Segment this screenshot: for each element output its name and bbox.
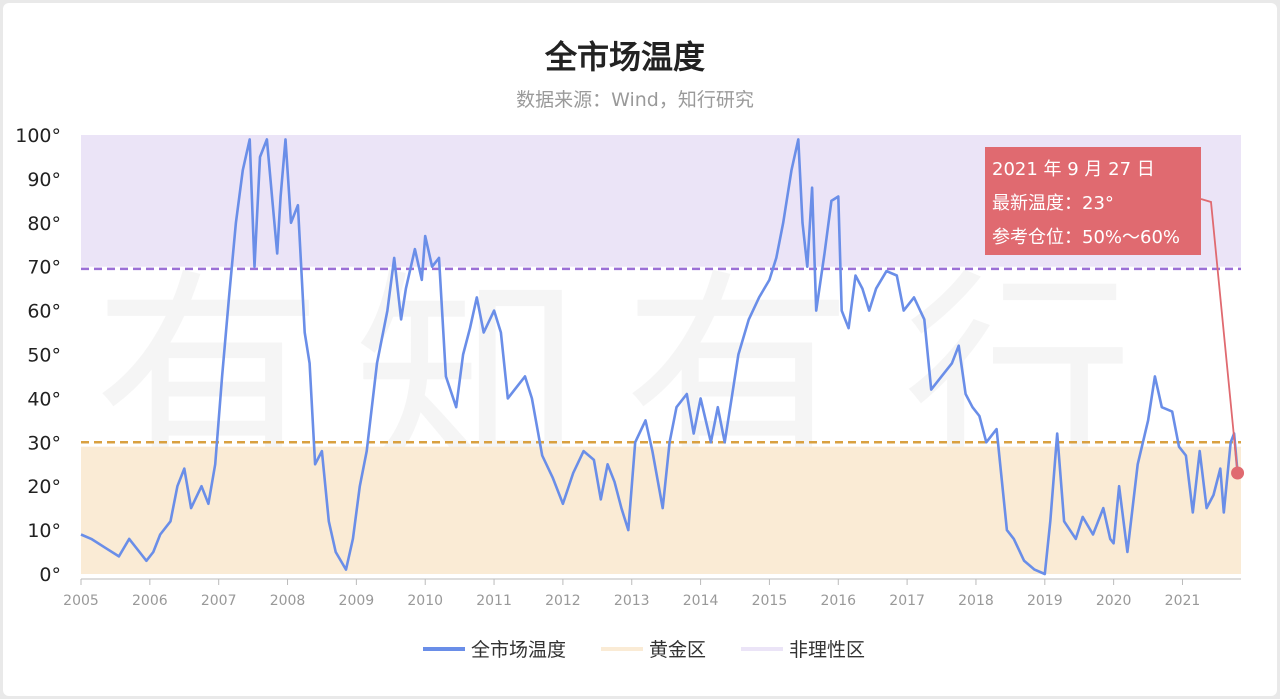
y-tick-label: 70° — [27, 257, 61, 279]
y-tick-label: 90° — [27, 169, 61, 191]
annotation-marker — [1231, 466, 1245, 480]
y-tick-label: 100° — [15, 125, 61, 147]
x-tick-label: 2006 — [132, 593, 168, 609]
annotation-line-1: 2021 年 9 月 27 日 — [992, 159, 1155, 180]
x-tick-label: 2018 — [958, 593, 994, 609]
annotation-box — [985, 147, 1201, 255]
y-tick-label: 40° — [27, 388, 61, 410]
y-tick-label: 0° — [39, 564, 61, 586]
x-tick-label: 2011 — [476, 593, 512, 609]
legend: 全市场温度 黄金区 非理性区 — [423, 639, 865, 661]
y-tick-label: 10° — [27, 520, 61, 542]
y-tick-label: 20° — [27, 476, 61, 498]
x-tick-label: 2019 — [1027, 593, 1063, 609]
legend-label-3: 非理性区 — [789, 639, 865, 661]
chart-frame: 有 知 有 行 全市场温度 数据来源：Wind，知行研究 0°10°20°30°… — [3, 3, 1277, 696]
x-tick-label: 2021 — [1165, 593, 1201, 609]
x-tick-label: 2005 — [63, 593, 99, 609]
y-axis: 0° 10° 20° 30° 40° 50° 60° 70° 80° 90° 100° — [15, 125, 61, 586]
x-tick-label: 2020 — [1096, 593, 1132, 609]
x-tick-label: 2009 — [339, 593, 375, 609]
y-tick-label: 60° — [27, 301, 61, 323]
annotation-leader-line — [1200, 198, 1239, 474]
series-layer — [80, 138, 1239, 576]
y-tick-label: 30° — [27, 432, 61, 454]
y-tick-label: 80° — [27, 213, 61, 235]
legend-label-1: 全市场温度 — [471, 639, 566, 661]
chart-title: 全市场温度 — [544, 38, 705, 76]
x-tick-label: 2016 — [820, 593, 856, 609]
chart-canvas: 有 知 有 行 全市场温度 数据来源：Wind，知行研究 0°10°20°30°… — [15, 38, 1245, 661]
x-tick-label: 2017 — [889, 593, 925, 609]
chart-subtitle: 数据来源：Wind，知行研究 — [516, 89, 754, 111]
x-tick-label: 2007 — [201, 593, 237, 609]
x-tick-label: 2008 — [270, 593, 306, 609]
annotation-line-2: 最新温度：23° — [992, 193, 1114, 214]
x-tick-label: 2014 — [683, 593, 719, 609]
annotation-line-3: 参考仓位：50%～60% — [992, 227, 1180, 248]
x-axis: 2005 2006 2007 2008 2009 2010 2011 2012 2013 2014… — [63, 578, 1241, 609]
x-tick-label: 2012 — [545, 593, 581, 609]
band-1 — [81, 446, 1241, 574]
x-tick-label: 2013 — [614, 593, 650, 609]
series-line-1 — [80, 138, 1239, 576]
x-tick-label: 2015 — [752, 593, 788, 609]
x-tick-label: 2010 — [407, 593, 443, 609]
y-tick-label: 50° — [27, 345, 61, 367]
legend-label-2: 黄金区 — [649, 639, 706, 661]
